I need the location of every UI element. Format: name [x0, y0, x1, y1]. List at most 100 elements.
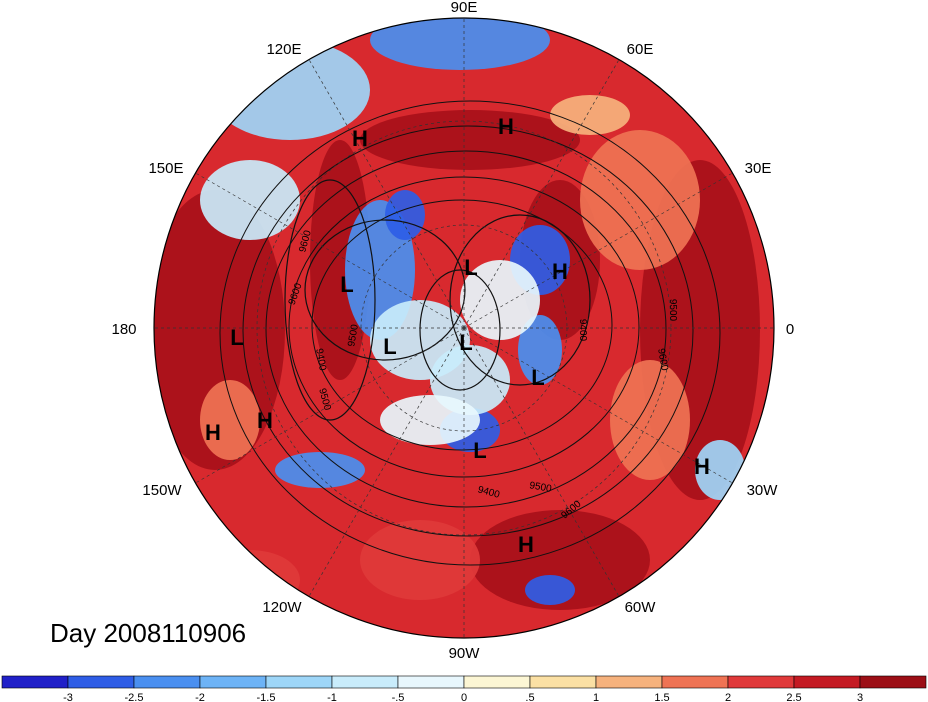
- height-contour: [242, 125, 694, 537]
- pressure-system-label: L: [531, 365, 544, 390]
- colorbar-tick-label: 2.5: [786, 692, 801, 702]
- anomaly-blob: [580, 130, 700, 270]
- pressure-system-label: L: [473, 438, 486, 463]
- pressure-system-label: H: [205, 420, 221, 445]
- colorbar-tick-label: -.5: [392, 692, 405, 702]
- longitude-label: 0: [786, 321, 794, 338]
- anomaly-blob: [200, 160, 300, 240]
- anomaly-blob: [275, 452, 365, 488]
- pressure-system-label: L: [340, 272, 353, 297]
- contour-value-label: 9400: [313, 348, 328, 372]
- anomaly-blob: [518, 315, 562, 385]
- pressure-system-label: H: [352, 126, 368, 151]
- colorbar-tick-label: -2.5: [125, 692, 144, 702]
- longitude-label: 60E: [627, 41, 654, 58]
- longitude-label: 120W: [262, 599, 302, 616]
- colorbar-tick-label: -2: [195, 692, 205, 702]
- anomaly-blob: [370, 18, 550, 70]
- anomaly-blob: [550, 95, 630, 135]
- colorbar-swatch: [1, 675, 69, 689]
- height-contour: [304, 219, 466, 361]
- meridian-line: [463, 327, 733, 484]
- anomaly-blob: [610, 360, 690, 480]
- longitude-label: 60W: [625, 599, 657, 616]
- colorbar-swatch: [463, 675, 531, 689]
- anomaly-blob: [360, 110, 580, 170]
- anomaly-blob: [385, 190, 425, 240]
- latitude-circle: [256, 120, 672, 536]
- longitude-label: 150E: [148, 160, 183, 177]
- anomaly-blob: [525, 575, 575, 605]
- colorbar-tick-label: 1.5: [654, 692, 669, 702]
- map-border: [153, 17, 775, 639]
- pressure-system-label: L: [459, 330, 472, 355]
- contour-value-label: 9500: [667, 299, 678, 322]
- anomaly-blob: [470, 510, 650, 610]
- height-contour: [265, 150, 667, 508]
- graticule: [154, 18, 774, 638]
- longitude-label: 150W: [142, 482, 182, 499]
- longitude-label: 180: [111, 321, 136, 338]
- contour-value-label: 9500: [346, 323, 361, 347]
- meridian-line: [195, 327, 465, 484]
- longitude-label: 120E: [266, 41, 301, 58]
- colorbar-swatch: [67, 675, 135, 689]
- pressure-system-label: L: [464, 255, 477, 280]
- colorbar-tick-label: .5: [525, 692, 534, 702]
- colorbar-swatch: [661, 675, 729, 689]
- colorbar-tick-label: 2: [725, 692, 731, 702]
- colorbar-tick-label: -3: [63, 692, 73, 702]
- pressure-system-label: H: [257, 408, 273, 433]
- contour-value-label: 9400: [577, 319, 588, 342]
- pressure-system-label: H: [498, 114, 514, 139]
- colorbar-tick-label: -1: [327, 692, 337, 702]
- latitude-circle: [360, 224, 568, 432]
- height-contour: [311, 199, 613, 451]
- meridian-line: [308, 327, 465, 597]
- colorbar-tick-label: 1: [593, 692, 599, 702]
- longitude-label: 30W: [747, 482, 779, 499]
- colorbar-swatch: [793, 675, 861, 689]
- colorbar-swatch: [529, 675, 597, 689]
- colorbar-tick-label: -1.5: [257, 692, 276, 702]
- pressure-system-label: L: [230, 325, 243, 350]
- anomaly-blob: [200, 380, 260, 460]
- colorbar: -3 -2.5 -2 -1.5 -1 -.5 0 .5 1 1.5 2 2.5 3: [1, 675, 927, 702]
- colorbar-swatch: [859, 675, 927, 689]
- colorbar-swatch: [595, 675, 663, 689]
- height-contour: [419, 269, 501, 391]
- pressure-system-labels: H H L L H L L L L L H H H H: [205, 114, 710, 557]
- colorbar-swatch: [397, 675, 465, 689]
- height-contour: [219, 100, 721, 566]
- meridian-line: [195, 172, 465, 329]
- meridian-line: [308, 59, 465, 329]
- contour-value-label: 9500: [529, 480, 553, 495]
- pressure-system-label: H: [552, 259, 568, 284]
- longitude-labels: 90E 60E 30E 0 30W 60W 90W 120W 150W 180 150E 120E: [111, 0, 794, 662]
- height-contour: [284, 179, 376, 421]
- height-contour: [449, 214, 591, 386]
- contour-value-label: 9600: [655, 348, 670, 372]
- pressure-system-label: H: [694, 454, 710, 479]
- meridian-line: [463, 327, 620, 597]
- colorbar-swatch: [265, 675, 333, 689]
- pressure-system-label: L: [383, 334, 396, 359]
- colorbar-tick-label: 3: [857, 692, 863, 702]
- colorbar-tick-label: 0: [461, 692, 467, 702]
- colorbar-swatch: [331, 675, 399, 689]
- anomaly-blob: [380, 395, 480, 445]
- meridian-line: [463, 59, 620, 329]
- pressure-system-label: H: [518, 532, 534, 557]
- anomaly-blob: [460, 260, 540, 340]
- meridian-line: [463, 172, 733, 329]
- longitude-label: 30E: [745, 160, 772, 177]
- height-contours: [219, 100, 721, 566]
- colorbar-swatch: [727, 675, 795, 689]
- longitude-label: 90W: [449, 645, 481, 662]
- colorbar-swatch: [199, 675, 267, 689]
- colorbar-swatch: [133, 675, 201, 689]
- longitude-label: 90E: [451, 0, 478, 16]
- map-title: Day 2008110906: [50, 618, 247, 648]
